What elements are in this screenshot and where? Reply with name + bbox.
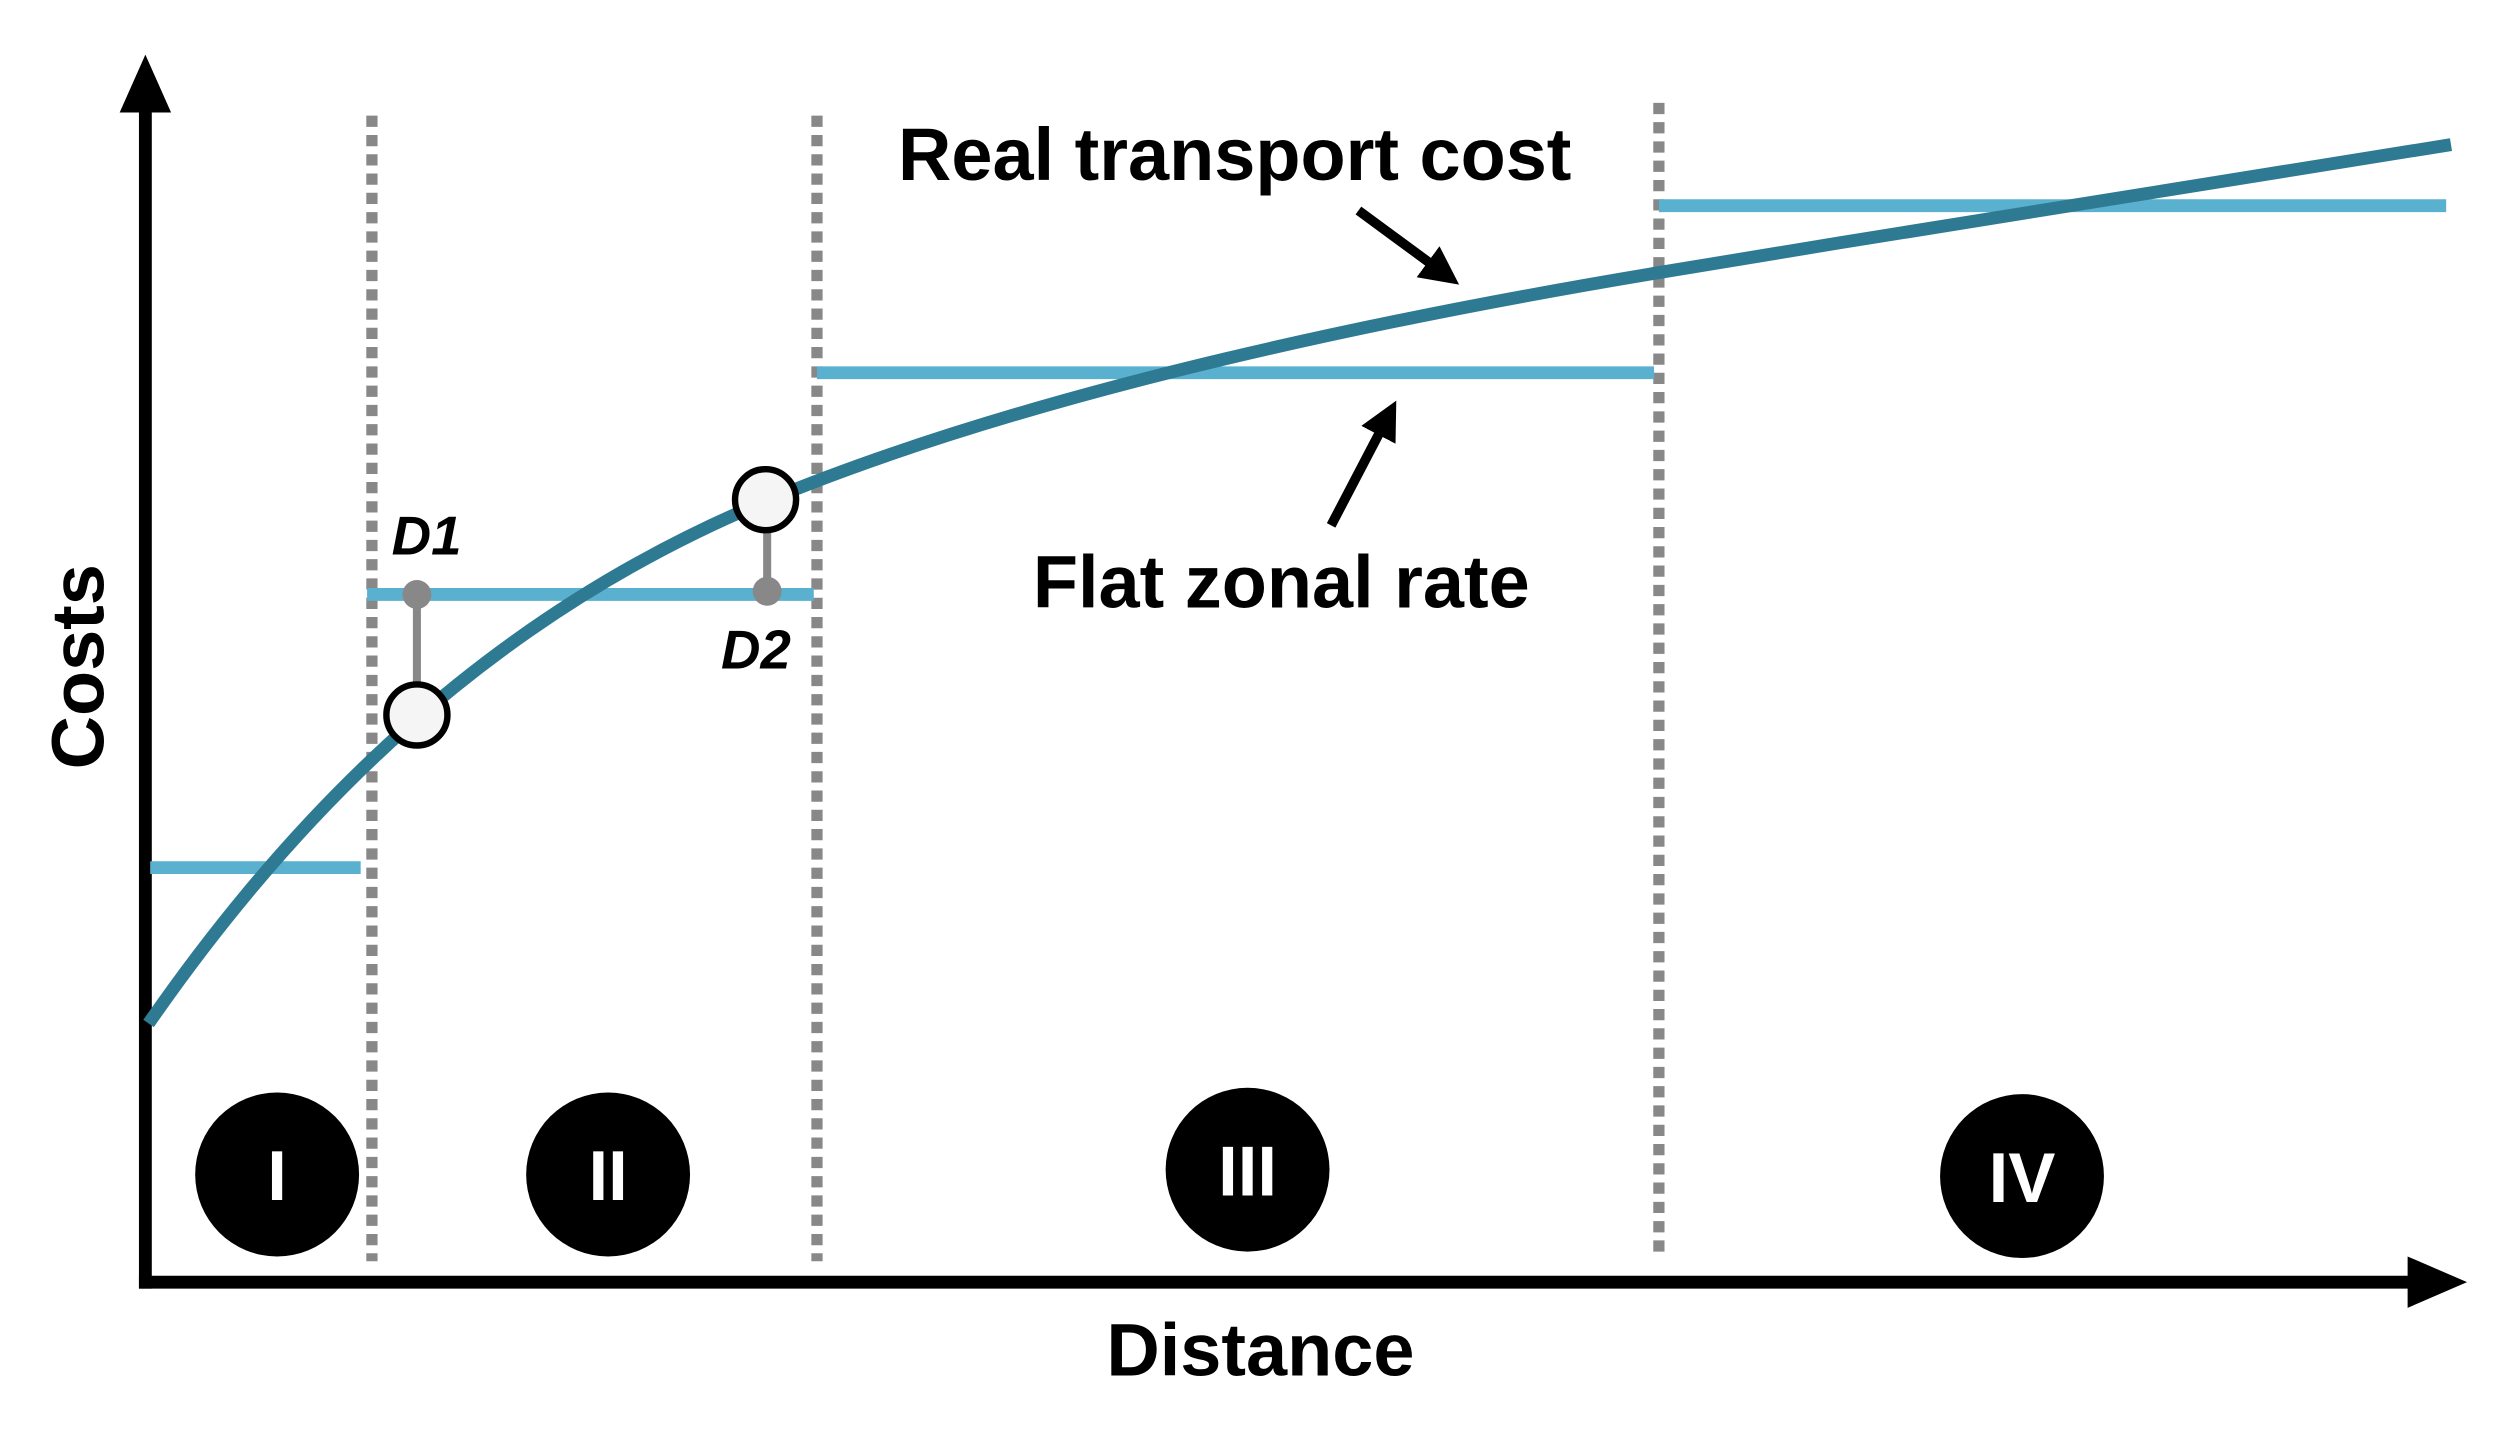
flat-rates — [150, 199, 2447, 875]
y-axis-label: Costs — [37, 564, 120, 769]
d2-label: D2 — [721, 619, 791, 680]
x-axis-label: Distance — [1106, 1308, 1414, 1391]
flat-rate-label: Flat zonal rate — [1033, 540, 1530, 623]
axes — [119, 54, 2468, 1308]
zones: I II III IV — [195, 1087, 2104, 1259]
real-cost-label: Real transport cost — [898, 113, 1571, 196]
zone-label: II — [588, 1136, 627, 1215]
difference-markers — [383, 465, 800, 749]
zone-boundaries — [366, 102, 1665, 1262]
flat-rate-arrow — [1326, 400, 1397, 528]
d1-label: D1 — [392, 505, 462, 566]
real-cost-arrow — [1355, 206, 1460, 285]
zone-label: I — [267, 1136, 287, 1215]
zone-label: III — [1218, 1131, 1277, 1210]
zone-label: IV — [1989, 1138, 2056, 1217]
